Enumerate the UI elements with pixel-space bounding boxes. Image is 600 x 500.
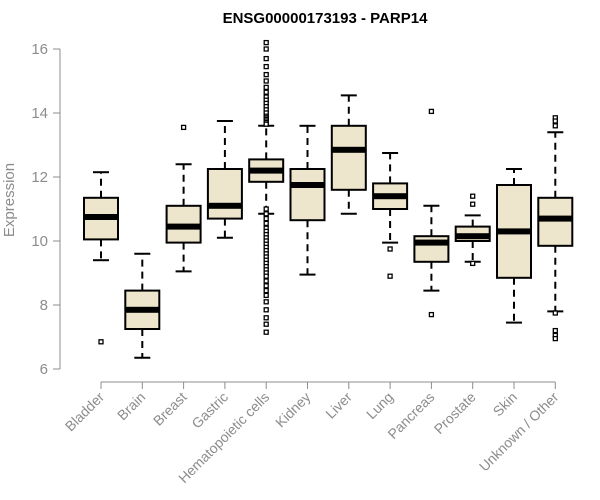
outlier-point [263, 278, 269, 284]
median-bar [249, 167, 284, 174]
x-tick-label: Bladder [62, 389, 108, 435]
outlier-point [263, 63, 269, 70]
y-tick-label: 14 [31, 105, 48, 122]
x-tick-label: Lung [363, 389, 396, 422]
outlier-point [263, 89, 269, 95]
outlier-point [263, 287, 269, 294]
outlier-point [263, 121, 269, 127]
boxplots [83, 39, 574, 359]
box [206, 168, 243, 220]
outlier-point [263, 55, 269, 62]
median-bar [414, 239, 449, 246]
median-bar [290, 182, 325, 188]
outlier-point [263, 215, 269, 222]
outlier-point [263, 299, 269, 305]
median-bar [373, 193, 408, 200]
median-bar [331, 146, 366, 153]
outlier-point [263, 211, 269, 217]
boxplot-hematopoietic-cells [248, 39, 285, 335]
outlier-point [552, 335, 558, 342]
outlier-point [263, 78, 269, 84]
y-tick-label: 16 [31, 41, 48, 58]
outlier-point [470, 193, 476, 199]
x-tick-label: Skin [490, 389, 521, 420]
outlier-point [263, 206, 269, 212]
outlier-point [470, 260, 476, 267]
outlier-point [263, 39, 269, 46]
outlier-point [263, 283, 269, 289]
boxplot-skin [496, 168, 532, 324]
box [330, 124, 367, 191]
outlier-point [552, 327, 558, 334]
outlier-point [552, 123, 558, 129]
median-bar [125, 306, 160, 313]
boxplot-pancreas [413, 108, 450, 318]
boxplot-liver [330, 94, 367, 215]
boxplot-bladder [83, 171, 119, 345]
boxplot-brain [124, 252, 161, 359]
y-tick-label: 12 [31, 169, 48, 186]
outlier-point [387, 273, 393, 279]
boxplot-lung [372, 152, 409, 279]
box [289, 168, 326, 222]
outlier-point [98, 339, 104, 345]
outlier-point [263, 292, 269, 299]
boxplot-prostate [454, 193, 491, 267]
outlier-point [263, 315, 269, 321]
median-bar [455, 233, 490, 240]
boxplot-kidney [289, 124, 326, 276]
outlier-point [263, 46, 269, 52]
outlier-point [263, 220, 269, 227]
y-tick-label: 6 [40, 361, 48, 378]
median-bar [84, 214, 118, 220]
boxplot-unknown-other [537, 115, 574, 342]
x-tick-label: Prostate [431, 389, 479, 437]
outlier-point [428, 311, 435, 318]
outlier-point [180, 124, 187, 131]
outlier-point [470, 201, 476, 207]
median-bar [538, 215, 573, 222]
median-bar [497, 228, 531, 235]
y-axis-label: Expression [1, 163, 18, 237]
y-tick-label: 10 [31, 233, 48, 250]
boxplot-gastric [206, 120, 243, 239]
median-bar [207, 202, 242, 209]
boxplot-breast [165, 124, 202, 273]
x-tick-label: Kidney [272, 389, 314, 431]
outlier-point [428, 108, 435, 115]
median-bar [166, 223, 201, 230]
chart-title: ENSG00000173193 - PARP14 [223, 10, 429, 27]
y-axis: 6 8 10 12 14 16 [31, 41, 61, 378]
outlier-point [263, 273, 269, 279]
outlier-point [263, 84, 269, 91]
outlier-point [552, 310, 558, 316]
y-tick-label: 8 [40, 297, 48, 314]
outlier-point [263, 329, 269, 335]
x-tick-label: Brain [114, 389, 148, 423]
outlier-point [263, 321, 269, 327]
outlier-point [263, 307, 269, 313]
outlier-point [263, 71, 269, 78]
outlier-point [387, 246, 393, 252]
box [537, 196, 574, 247]
x-tick-label: Breast [150, 389, 190, 429]
outlier-point [552, 118, 558, 124]
x-tick-label: Liver [322, 389, 355, 422]
